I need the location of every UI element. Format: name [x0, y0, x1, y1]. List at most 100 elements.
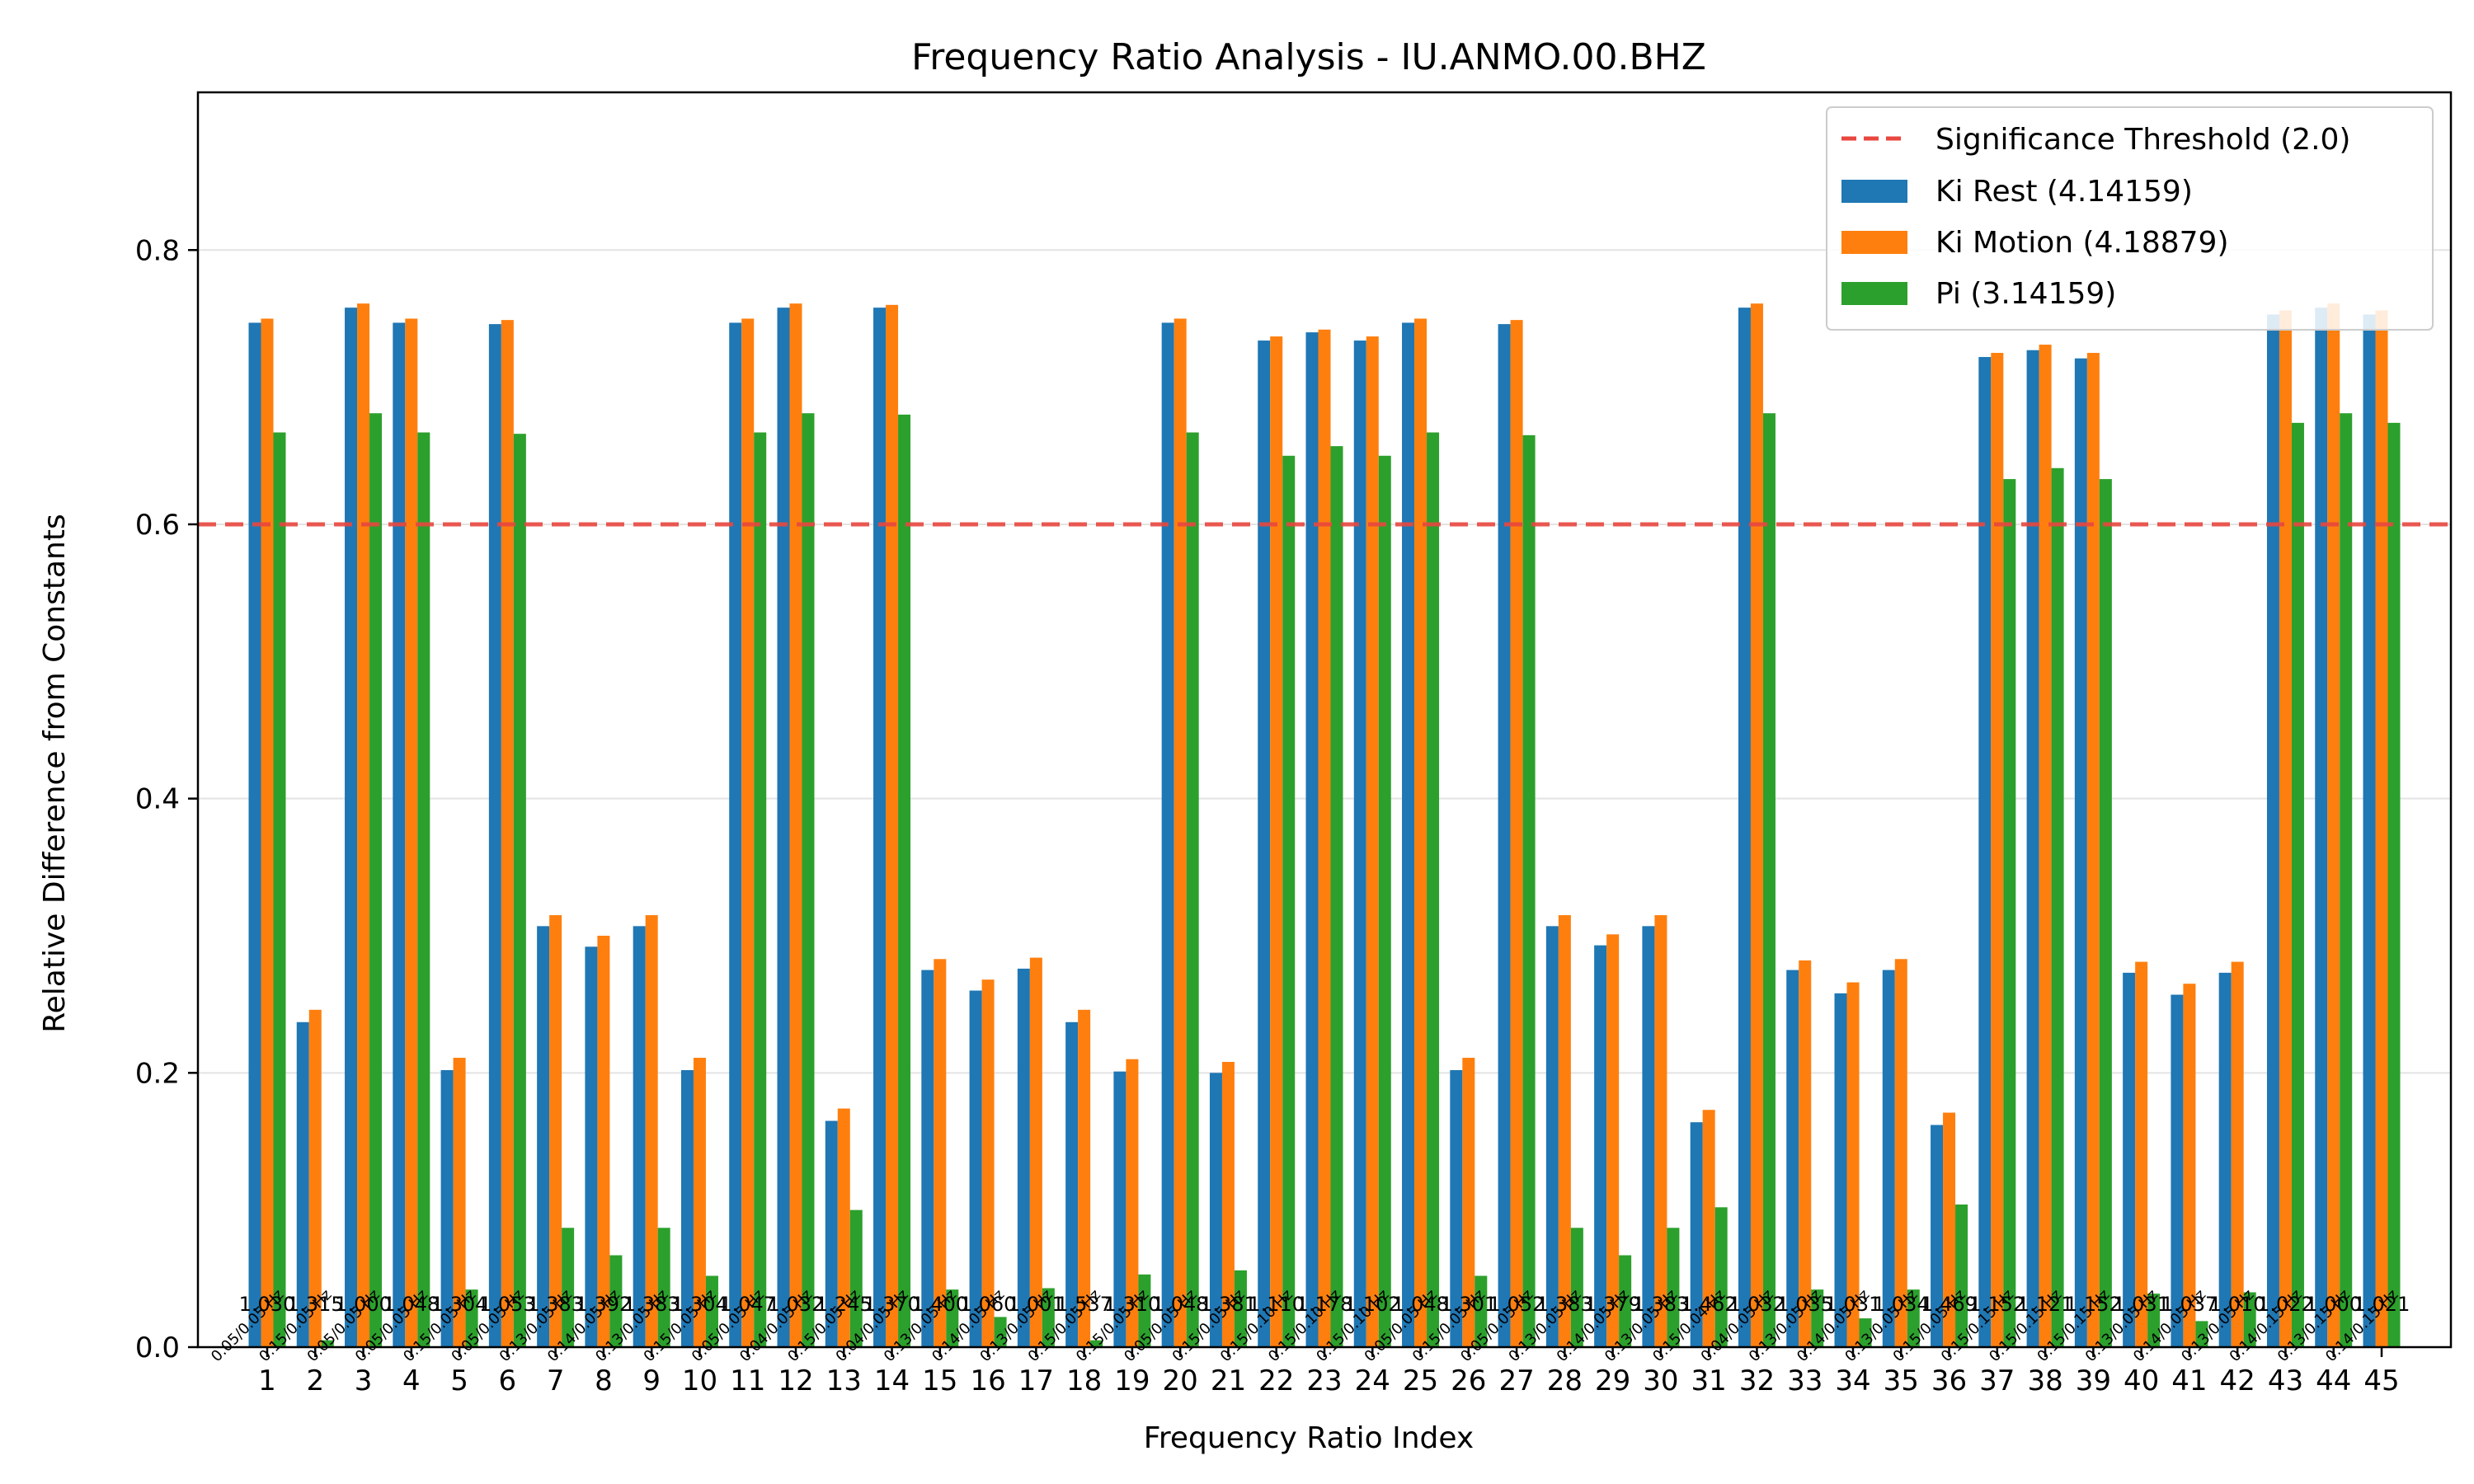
- bar-pi: [2291, 422, 2304, 1348]
- x-tick-label: 8: [595, 1364, 613, 1397]
- bar-value-label: 1.035: [1776, 1293, 1833, 1316]
- x-tick-label: 15: [922, 1364, 957, 1397]
- x-tick-label: 31: [1691, 1364, 1727, 1397]
- x-tick-label: 12: [778, 1364, 813, 1397]
- bar-value-label: 1.370: [863, 1293, 920, 1316]
- bar-ki-rest: [921, 970, 934, 1347]
- bar-value-label: 1.021: [2354, 1293, 2411, 1316]
- bar-ki-rest: [1113, 1071, 1126, 1347]
- x-tick-label: 7: [547, 1364, 565, 1397]
- bar-value-label: 1.010: [2209, 1293, 2266, 1316]
- bar-value-label: 1.000: [2305, 1293, 2362, 1316]
- x-tick-label: 9: [642, 1364, 661, 1397]
- bar-ki-rest: [2315, 308, 2328, 1348]
- bar-ki-motion: [1414, 318, 1427, 1348]
- bar-pi: [2003, 479, 2016, 1347]
- x-tick-label: 14: [874, 1364, 910, 1397]
- bar-ki-rest: [1834, 993, 1847, 1347]
- x-axis-label: Frequency Ratio Index: [1144, 1421, 1474, 1455]
- bar-ki-rest: [633, 926, 646, 1347]
- bar-pi: [321, 1340, 334, 1347]
- bar-ki-motion: [597, 935, 610, 1347]
- bar-pi: [1955, 1205, 1968, 1347]
- x-tick-label: 29: [1595, 1364, 1630, 1397]
- bar-pi: [273, 432, 286, 1347]
- y-axis-label: Relative Difference from Constants: [38, 514, 72, 1032]
- bar-value-label: 1.121: [2017, 1293, 2074, 1316]
- bar-value-label: 1.383: [527, 1293, 584, 1316]
- bar-value-label: 1.034: [1873, 1293, 1930, 1316]
- x-tick-label: 17: [1018, 1364, 1054, 1397]
- bar-value-label: 1.304: [431, 1293, 488, 1316]
- bar-ki-motion: [1270, 336, 1283, 1348]
- bar-pi: [946, 1289, 959, 1347]
- bar-ki-motion: [453, 1058, 466, 1347]
- bar-value-label: 1.245: [816, 1293, 872, 1316]
- bar-ki-motion: [886, 304, 899, 1347]
- bar-ki-rest: [393, 322, 406, 1347]
- x-tick-label: 13: [826, 1364, 862, 1397]
- bar-pi: [1234, 1270, 1247, 1347]
- legend-swatch-ki-rest: [1841, 180, 1907, 203]
- bar-ki-motion: [1894, 959, 1907, 1347]
- bar-ki-rest: [1642, 926, 1655, 1347]
- y-tick-label: 0.6: [135, 509, 180, 542]
- bar-pi: [994, 1317, 1007, 1347]
- bar-pi: [1859, 1318, 1872, 1347]
- bar-value-label: 1.469: [1921, 1293, 1978, 1316]
- x-tick-label: 44: [2316, 1364, 2351, 1397]
- bar-value-label: 1.030: [239, 1293, 296, 1316]
- y-tick-label: 0.2: [135, 1057, 180, 1090]
- bar-pi: [2243, 1292, 2256, 1347]
- bar-ki-motion: [1799, 960, 1812, 1347]
- bar-pi: [754, 432, 767, 1347]
- bar-pi: [1378, 455, 1391, 1347]
- bar-ki-motion: [1702, 1110, 1715, 1347]
- bar-pi: [2147, 1294, 2161, 1347]
- bar-value-label: 1.052: [1489, 1293, 1545, 1316]
- bar-pi: [562, 1228, 575, 1347]
- bar-ki-rest: [777, 308, 790, 1348]
- bar-ki-rest: [1402, 322, 1415, 1347]
- x-tick-label: 34: [1835, 1364, 1870, 1397]
- bar-ki-rest: [1594, 945, 1607, 1347]
- x-tick-label: 39: [2076, 1364, 2111, 1397]
- x-tick-label: 21: [1211, 1364, 1246, 1397]
- bar-ki-rest: [1786, 970, 1799, 1347]
- bar-ki-motion: [1366, 336, 1379, 1348]
- x-tick-label: 28: [1547, 1364, 1583, 1397]
- y-tick-label: 0.8: [135, 234, 180, 267]
- bar-pi: [802, 413, 815, 1347]
- bar-pi: [1667, 1228, 1680, 1347]
- bar-ki-rest: [440, 1069, 454, 1347]
- bar-ki-motion: [2135, 961, 2148, 1347]
- y-axis-ticks: 0.0 0.2 0.4 0.6 0.8: [135, 234, 198, 1364]
- x-tick-label: 22: [1258, 1364, 1294, 1397]
- bar-ki-motion: [1078, 1009, 1091, 1347]
- bar-ki-motion: [934, 959, 947, 1347]
- bar-value-label: 1.178: [1296, 1293, 1353, 1316]
- bar-pi: [417, 432, 430, 1347]
- bar-pi: [2340, 413, 2353, 1347]
- bar-value-label: 1.152: [2065, 1293, 2122, 1316]
- x-tick-label: 41: [2171, 1364, 2207, 1397]
- x-tick-label: 35: [1884, 1364, 1919, 1397]
- bar-pi: [1762, 413, 1776, 1347]
- x-tick-label: 2: [306, 1364, 324, 1397]
- x-tick-label: 30: [1643, 1364, 1678, 1397]
- bar-value-label: 1.037: [2161, 1293, 2218, 1316]
- bar-ki-motion: [645, 915, 658, 1347]
- legend-label-ki-rest: Ki Rest (4.14159): [1935, 175, 2193, 209]
- legend-box: [1826, 106, 2434, 331]
- bar-pi: [2387, 422, 2401, 1348]
- legend-swatch-ki-motion: [1841, 231, 1907, 254]
- bar-pi: [1907, 1289, 1920, 1347]
- bar-ki-rest: [2123, 972, 2136, 1347]
- bar-ki-rest: [2218, 972, 2232, 1347]
- bar-ki-rest: [2266, 314, 2279, 1347]
- legend-label-pi: Pi (3.14159): [1935, 277, 2116, 311]
- bar-pi: [849, 1209, 863, 1347]
- bar-value-label: 1.031: [1825, 1293, 1882, 1316]
- bar-ki-rest: [1258, 340, 1271, 1347]
- bar-pi: [513, 434, 526, 1347]
